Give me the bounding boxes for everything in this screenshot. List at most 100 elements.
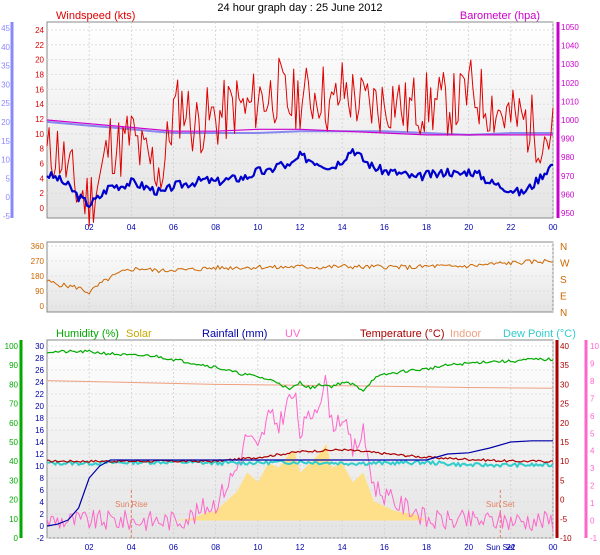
rain-tick-label: 26 — [35, 366, 44, 375]
left-axis-tick-label: 40 — [1, 43, 10, 52]
left-axis-tick-label: 20 — [1, 118, 10, 127]
wind-kts-tick-label: 14 — [35, 100, 44, 109]
uv-tick-label: 9 — [590, 359, 595, 368]
barometer-tick-label: 1010 — [561, 97, 579, 106]
left-axis-tick-label: 10 — [1, 156, 10, 165]
left-axis-tick-label: 45 — [1, 24, 10, 33]
x-tick-label: 02 — [85, 223, 94, 232]
legend-label: Dew Point (°C) — [503, 328, 576, 340]
barometer-tick-label: 1050 — [561, 23, 579, 32]
temperature-tick-label: 10 — [560, 457, 569, 466]
rain-tick-label: 28 — [35, 354, 44, 363]
rain-tick-label: -2 — [37, 534, 45, 543]
uv-tick-label: 10 — [590, 342, 599, 351]
rain-tick-label: 30 — [35, 342, 44, 351]
barometer-title: Barometer (hpa) — [460, 10, 540, 22]
uv-tick-label: 3 — [590, 464, 595, 473]
barometer-tick-label: 960 — [561, 190, 575, 199]
humidity-tick-label: 90 — [9, 361, 18, 370]
wind-kts-tick-label: 8 — [40, 145, 45, 154]
humidity-tick-label: 40 — [9, 457, 18, 466]
left-axis-tick-label: 30 — [1, 80, 10, 89]
uv-tick-label: 4 — [590, 447, 595, 456]
barometer-tick-label: 990 — [561, 135, 575, 144]
legend-label: Humidity (%) — [56, 328, 119, 340]
barometer-tick-label: 1030 — [561, 60, 579, 69]
compass-label: W — [560, 259, 570, 270]
compass-label: N — [560, 242, 567, 253]
direction-panel — [46, 241, 554, 313]
uv-tick-label: 6 — [590, 412, 595, 421]
humidity-tick-label: 60 — [9, 419, 18, 428]
temperature-tick-label: -5 — [560, 515, 568, 524]
uv-tick-label: -1 — [590, 534, 598, 543]
humidity-tick-label: 100 — [5, 342, 19, 351]
barometer-line — [46, 119, 553, 136]
x-tick-label: 12 — [296, 223, 305, 232]
wind-kts-tick-label: 12 — [35, 115, 44, 124]
windspeed-avg-line — [46, 148, 554, 208]
page-title: 24 hour graph day : 25 June 2012 — [217, 2, 382, 14]
temperature-tick-label: 0 — [560, 496, 565, 505]
humidity-tick-label: 10 — [9, 515, 18, 524]
rain-tick-label: 12 — [35, 450, 44, 459]
rain-tick-label: 0 — [40, 522, 45, 531]
wind-kts-tick-label: 4 — [40, 174, 45, 183]
temperature-tick-label: 35 — [560, 361, 569, 370]
wind-kts-tick-label: 24 — [35, 26, 44, 35]
sun-rise-label: Sun Rise — [115, 500, 148, 509]
left-axis-tick-label: 35 — [1, 62, 10, 71]
humidity-tick-label: 70 — [9, 400, 18, 409]
x-tick-label: 22 — [506, 543, 515, 552]
direction-tick-label: 180 — [31, 272, 45, 281]
x-tick-label: 22 — [506, 223, 515, 232]
x-tick-label: 08 — [211, 543, 220, 552]
x-tick-label: 12 — [296, 543, 305, 552]
wind-kts-tick-label: 2 — [40, 189, 45, 198]
legend-label: Temperature (°C) — [360, 328, 444, 340]
temperature-line — [46, 448, 554, 463]
uv-tick-label: 0 — [590, 517, 595, 526]
x-tick-label: 00 — [549, 543, 558, 552]
left-axis-tick-label: 25 — [1, 99, 10, 108]
x-tick-label: 20 — [464, 543, 473, 552]
rain-tick-label: 24 — [35, 378, 44, 387]
temperature-tick-label: -10 — [560, 534, 572, 543]
compass-label: E — [560, 292, 567, 303]
rain-tick-label: 22 — [35, 390, 44, 399]
wind-kts-tick-label: 16 — [35, 85, 44, 94]
left-axis-tick-label: 0 — [6, 193, 11, 202]
x-tick-label: 06 — [169, 223, 178, 232]
rain-tick-label: 6 — [40, 486, 45, 495]
wind-direction-line — [46, 259, 554, 295]
rain-tick-label: 18 — [35, 414, 44, 423]
barometer-tick-label: 970 — [561, 172, 575, 181]
rain-tick-label: 8 — [40, 474, 45, 483]
left-axis-tick-label: 15 — [1, 137, 10, 146]
uv-line — [46, 374, 554, 532]
humidity-tick-label: 50 — [9, 438, 18, 447]
legend-label: Indoor — [450, 328, 482, 340]
left-axis-tick-label: -5 — [3, 212, 11, 221]
temperature-tick-label: 40 — [560, 342, 569, 351]
uv-tick-label: 5 — [590, 429, 595, 438]
wind-kts-tick-label: 6 — [40, 160, 45, 169]
windspeed-title: Windspeed (kts) — [56, 10, 135, 22]
wind-kts-tick-label: 18 — [35, 71, 44, 80]
direction-tick-label: 0 — [40, 302, 45, 311]
left-axis-tick-label: 5 — [6, 174, 11, 183]
x-tick-label: 04 — [127, 543, 136, 552]
x-tick-label: 20 — [464, 223, 473, 232]
direction-tick-label: 90 — [35, 287, 44, 296]
rain-tick-label: 16 — [35, 426, 44, 435]
barometer-tick-label: 1020 — [561, 79, 579, 88]
rain-tick-label: 10 — [35, 462, 44, 471]
x-tick-label: 18 — [422, 543, 431, 552]
x-tick-label: 00 — [549, 223, 558, 232]
compass-label: N — [560, 308, 567, 319]
solar-area — [47, 443, 553, 521]
sun-set-label: Sun Set — [486, 500, 515, 509]
barometer-tick-label: 980 — [561, 153, 575, 162]
